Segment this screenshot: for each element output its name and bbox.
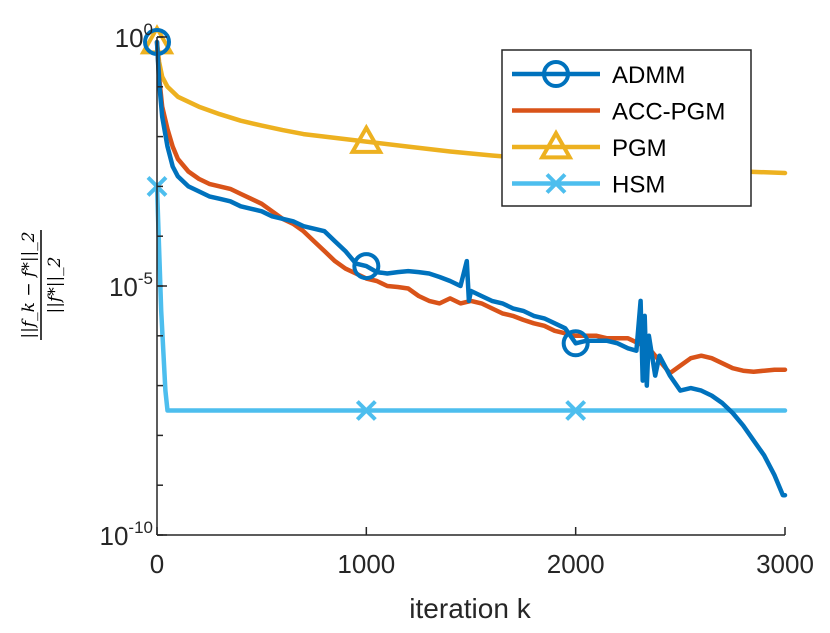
y-axis-label: ||f_k − f*||_2 ||f*||_2	[19, 230, 65, 340]
legend-marker-pgm	[538, 129, 574, 160]
y-tick-label: 10-10	[100, 518, 154, 551]
x-tick-label: 3000	[756, 549, 814, 579]
y-tick-label: 100	[115, 20, 153, 53]
series-marker-pgm	[349, 123, 384, 154]
y-tick-base: 10	[109, 272, 138, 302]
x-tick-label: 2000	[547, 549, 605, 579]
series-marker-hsm	[565, 400, 587, 421]
series-line-admm	[154, 39, 788, 498]
series-hsm	[146, 175, 788, 421]
y-tick-base: 10	[100, 521, 129, 551]
legend: ADMM ACC-PGM PGM HSM	[501, 49, 752, 207]
y-axis-label-denominator: ||f*||_2	[45, 256, 65, 313]
x-axis-label: iteration k	[409, 593, 531, 624]
y-tick-base: 10	[115, 23, 144, 53]
x-tick-label: 0	[150, 549, 164, 579]
legend-label-admm: ADMM	[612, 62, 685, 89]
series-marker-admm	[352, 252, 381, 281]
y-tick-exponent: -10	[128, 518, 153, 537]
legend-label-acc-pgm: ACC-PGM	[612, 99, 725, 126]
series-line-hsm	[154, 184, 788, 413]
series-marker-hsm	[355, 400, 377, 421]
series-marker-admm	[561, 329, 590, 358]
x-tick-label: 1000	[337, 549, 395, 579]
legend-marker-admm	[542, 60, 570, 88]
legend-label-pgm: PGM	[612, 135, 667, 162]
series-acc-pgm	[154, 39, 788, 376]
y-tick-exponent: -5	[138, 269, 153, 288]
series-line-acc-pgm	[154, 39, 788, 376]
legend-label-hsm: HSM	[612, 172, 665, 199]
y-axis-label-numerator: ||f_k − f*||_2	[19, 231, 39, 338]
y-tick-label: 10-5	[109, 269, 153, 302]
y-tick-exponent: 0	[144, 20, 153, 39]
legend-marker-hsm	[545, 173, 567, 194]
